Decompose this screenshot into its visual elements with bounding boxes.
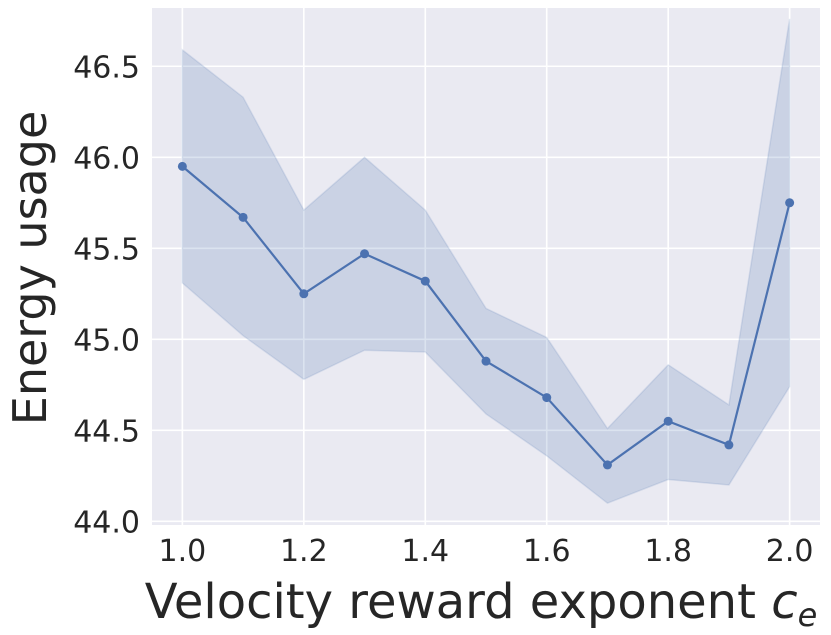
x-axis-symbol: c: [771, 574, 797, 630]
data-point: [602, 460, 612, 470]
grid-lines: [152, 8, 820, 525]
x-tick-label: 1.6: [523, 534, 571, 569]
y-axis-ticks: 44.0 44.5 45.0 45.5 46.0 46.5: [73, 50, 140, 540]
x-axis-ticks: 1.0 1.2 1.4 1.6 1.8 2.0: [159, 534, 814, 569]
y-tick-label: 46.0: [73, 141, 140, 176]
y-axis-label: Energy usage: [3, 111, 57, 425]
data-point: [663, 416, 673, 426]
x-tick-label: 1.2: [280, 534, 328, 569]
x-axis-label-text: Velocity reward exponent: [145, 574, 756, 630]
y-tick-label: 44.5: [73, 414, 140, 449]
x-tick-label: 1.4: [401, 534, 449, 569]
confidence-bands: [181, 18, 791, 505]
y-tick-label: 46.5: [73, 50, 140, 85]
plot-background: [152, 8, 820, 525]
data-point: [360, 249, 370, 259]
y-tick-label: 44.0: [73, 505, 140, 540]
data-point: [420, 276, 430, 286]
data-point: [238, 212, 248, 222]
x-tick-label: 1.0: [159, 534, 207, 569]
y-tick-label: 45.5: [73, 232, 140, 267]
data-point: [724, 440, 734, 450]
data-point: [299, 289, 309, 299]
x-tick-label: 1.8: [644, 534, 692, 569]
data-point: [542, 393, 552, 403]
data-point: [785, 198, 795, 208]
data-points: [177, 161, 795, 470]
x-tick-label: 2.0: [766, 534, 814, 569]
confidence-band: [181, 18, 791, 505]
x-axis-label: Velocity reward exponent ce: [145, 574, 818, 634]
data-point: [177, 161, 187, 171]
y-tick-label: 45.0: [73, 323, 140, 358]
x-axis-symbol-subscript: e: [798, 596, 818, 634]
data-point: [481, 356, 491, 366]
